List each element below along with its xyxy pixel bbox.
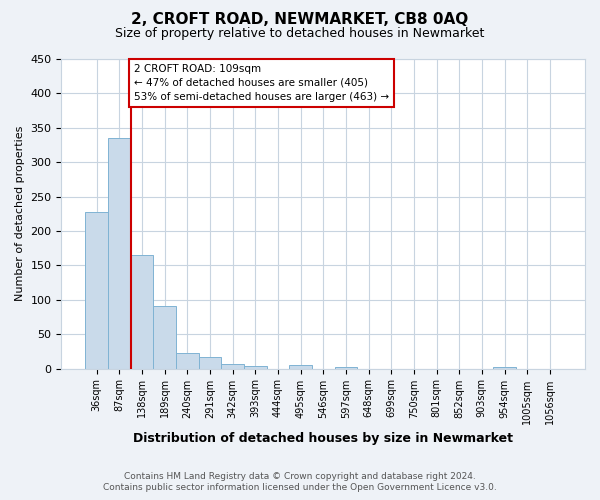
X-axis label: Distribution of detached houses by size in Newmarket: Distribution of detached houses by size …	[133, 432, 513, 445]
Y-axis label: Number of detached properties: Number of detached properties	[15, 126, 25, 302]
Bar	[221, 364, 244, 368]
Bar	[199, 357, 221, 368]
Text: 2, CROFT ROAD, NEWMARKET, CB8 0AQ: 2, CROFT ROAD, NEWMARKET, CB8 0AQ	[131, 12, 469, 28]
Bar	[335, 367, 357, 368]
Bar	[289, 365, 312, 368]
Bar	[493, 366, 516, 368]
Bar	[131, 255, 153, 368]
Text: Size of property relative to detached houses in Newmarket: Size of property relative to detached ho…	[115, 28, 485, 40]
Bar	[153, 306, 176, 368]
Text: Contains HM Land Registry data © Crown copyright and database right 2024.
Contai: Contains HM Land Registry data © Crown c…	[103, 472, 497, 492]
Bar	[108, 138, 131, 368]
Bar	[244, 366, 266, 368]
Text: 2 CROFT ROAD: 109sqm
← 47% of detached houses are smaller (405)
53% of semi-deta: 2 CROFT ROAD: 109sqm ← 47% of detached h…	[134, 64, 389, 102]
Bar	[85, 212, 108, 368]
Bar	[176, 354, 199, 368]
